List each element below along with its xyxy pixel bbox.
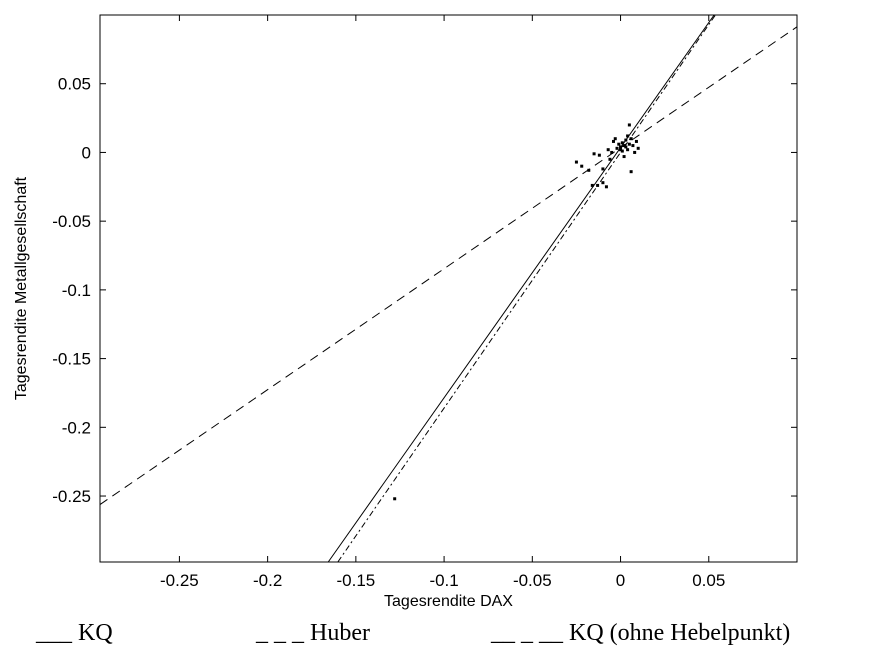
data-point xyxy=(393,497,397,501)
y-tick-label: -0.05 xyxy=(52,212,91,231)
y-axis-label: Tagesrendite Metallgesellschaft xyxy=(13,176,30,400)
legend-item-kq: ___ KQ xyxy=(36,620,113,646)
data-point xyxy=(629,137,633,141)
line-kq xyxy=(327,14,715,563)
y-tick-label: 0.05 xyxy=(58,75,91,94)
data-point xyxy=(606,148,610,152)
x-tick-label: -0.05 xyxy=(513,571,552,590)
data-point xyxy=(611,139,615,143)
plot-frame xyxy=(99,14,798,563)
data-point xyxy=(626,148,630,152)
x-tick-label: 0 xyxy=(616,571,625,590)
tick-labels: -0.25 -0.2 -0.15 -0.1 -0.05 0 0.05 0.05 0 -0.05 -0… xyxy=(52,75,725,590)
data-point xyxy=(610,150,614,154)
data-point xyxy=(636,146,640,150)
legend-item-huber: _ _ _ Huber xyxy=(256,620,370,646)
y-tick-label: 0 xyxy=(82,143,91,162)
x-tick-label: 0.05 xyxy=(692,571,725,590)
data-point xyxy=(629,170,633,174)
data-point xyxy=(604,185,608,189)
y-tick-label: -0.2 xyxy=(62,418,91,437)
x-tick-label: -0.25 xyxy=(160,571,199,590)
regression-lines xyxy=(99,14,798,563)
data-point xyxy=(590,183,594,187)
data-point xyxy=(617,142,621,146)
line-kq-ohne-hebelpunkt xyxy=(337,14,716,563)
data-point xyxy=(619,145,623,149)
data-point xyxy=(601,181,605,185)
data-point xyxy=(633,150,637,154)
x-tick-label: -0.1 xyxy=(429,571,458,590)
data-point xyxy=(620,141,624,145)
y-tick-label: -0.1 xyxy=(62,281,91,300)
data-point xyxy=(627,142,631,146)
x-axis-label: Tagesrendite DAX xyxy=(384,593,513,610)
data-point xyxy=(634,139,638,143)
legend-item-kq-ohne-hebelpunkt: __ _ __ KQ (ohne Hebelpunkt) xyxy=(491,620,791,646)
data-points xyxy=(393,123,640,501)
data-point xyxy=(601,167,605,171)
data-point xyxy=(627,123,631,127)
data-point xyxy=(620,149,624,153)
legend: ___ KQ _ _ _ Huber __ _ __ KQ (ohne Hebe… xyxy=(0,610,893,656)
data-point xyxy=(624,138,628,142)
y-tick-label: -0.15 xyxy=(52,350,91,369)
data-point xyxy=(622,144,626,148)
data-point xyxy=(626,134,630,138)
data-point xyxy=(574,160,578,164)
data-point xyxy=(622,155,626,159)
line-huber xyxy=(99,26,798,505)
data-point xyxy=(615,146,619,150)
data-point xyxy=(608,157,612,161)
data-point xyxy=(619,148,623,152)
data-point xyxy=(587,168,591,172)
x-tick-label: -0.15 xyxy=(336,571,375,590)
data-point xyxy=(624,145,628,149)
y-tick-label: -0.25 xyxy=(52,487,91,506)
data-point xyxy=(597,153,601,157)
data-point xyxy=(580,164,584,168)
data-point xyxy=(613,137,617,141)
data-point xyxy=(592,152,596,156)
x-tick-label: -0.2 xyxy=(253,571,282,590)
scatter-chart: -0.25 -0.2 -0.15 -0.1 -0.05 0 0.05 0.05 0 -0.05 -0… xyxy=(13,14,798,610)
data-point xyxy=(596,183,600,187)
data-point xyxy=(631,144,635,148)
tick-marks xyxy=(100,15,797,562)
